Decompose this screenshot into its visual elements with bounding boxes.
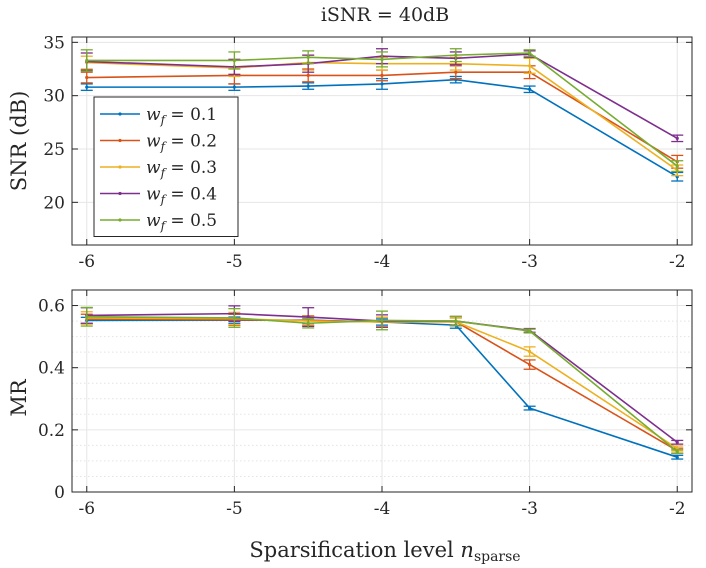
- snr-series-5: [80, 48, 684, 173]
- snr-data-point: [306, 84, 310, 88]
- mr-data-point: [306, 315, 310, 319]
- snr-x-tick-label: -4: [374, 252, 391, 272]
- snr-data-point: [528, 87, 532, 91]
- legend-swatch-marker: [118, 138, 122, 143]
- snr-data-point: [380, 57, 384, 62]
- snr-data-point: [528, 51, 532, 55]
- snr-x-tick-label: -6: [78, 252, 95, 272]
- legend-equals: =: [165, 105, 190, 125]
- legend-label: wf = 0.5: [146, 211, 217, 233]
- legend-label: wf = 0.1: [146, 105, 217, 127]
- legend-subscript: f: [160, 219, 168, 233]
- mr-x-tick-label: -3: [521, 499, 538, 519]
- snr-x-tick-label: -5: [226, 252, 243, 272]
- mr-data-point: [528, 329, 532, 333]
- mr-data-point: [528, 362, 532, 367]
- legend-value: 0.4: [190, 185, 217, 205]
- legend-item-5: wf = 0.5: [100, 211, 217, 233]
- chart-title: iSNR = 40dB: [321, 4, 449, 26]
- mr-x-tick-label: -6: [78, 499, 95, 519]
- legend-value: 0.1: [190, 105, 217, 125]
- legend-equals: =: [165, 211, 190, 231]
- y-axis-label-mr: MR: [7, 378, 31, 417]
- snr-y-tick-label: 35: [43, 33, 65, 53]
- snr-data-point: [306, 73, 310, 77]
- legend-subscript: f: [160, 166, 168, 180]
- mr-data-point: [528, 349, 532, 354]
- snr-data-point: [675, 136, 679, 140]
- bottom-mr-panel: 0 0.2 0.4 0.6 -6 -5 -4 -3 -2: [38, 289, 693, 519]
- snr-data-point: [454, 70, 458, 74]
- snr-data-point: [454, 53, 458, 57]
- legend-item-1: wf = 0.1: [100, 105, 217, 127]
- legend-label: wf = 0.4: [146, 185, 217, 207]
- mr-y-tick-label: 0.4: [38, 359, 65, 379]
- legend-equals: =: [165, 185, 190, 205]
- legend: wf = 0.1wf = 0.2wf = 0.3wf = 0.4wf = 0.5: [93, 96, 239, 237]
- snr-x-tick-label: -2: [669, 252, 686, 272]
- legend-swatch-marker: [118, 191, 122, 196]
- mr-data-point: [454, 319, 458, 323]
- x-axis-label: Sparsification level nsparse: [249, 538, 520, 565]
- mr-data-point: [306, 321, 310, 325]
- mr-y-tick-label: 0.6: [38, 297, 65, 317]
- legend-var: w: [146, 132, 161, 152]
- legend-label: wf = 0.3: [146, 158, 217, 180]
- legend-value: 0.5: [190, 211, 217, 231]
- legend-var: w: [146, 105, 161, 125]
- legend-subscript: f: [160, 113, 168, 127]
- x-axis-label-symbol: n: [460, 538, 474, 562]
- mr-data-point: [232, 316, 236, 320]
- legend-equals: =: [165, 158, 190, 178]
- legend-value: 0.3: [190, 158, 217, 178]
- mr-x-tick-label: -4: [374, 499, 391, 519]
- snr-y-tick-label: 25: [43, 140, 65, 160]
- mr-series-5: [80, 306, 684, 455]
- legend-item-3: wf = 0.3: [100, 158, 217, 180]
- snr-y-tick-label: 30: [43, 87, 65, 107]
- snr-data-point: [85, 85, 89, 89]
- legend-item-4: wf = 0.4: [100, 185, 217, 207]
- legend-var: w: [146, 185, 161, 205]
- snr-series-1: [80, 75, 684, 182]
- y-axis-label-snr: SNR (dB): [7, 91, 31, 192]
- mr-data-point: [528, 406, 532, 410]
- snr-data-point: [232, 85, 236, 89]
- snr-data-point: [675, 164, 679, 168]
- snr-data-point: [85, 58, 89, 63]
- mr-y-tick-label: 0.2: [38, 421, 65, 441]
- x-axis-label-text: Sparsification level: [249, 538, 454, 562]
- mr-x-tick-label: -2: [669, 499, 686, 519]
- snr-data-point: [85, 75, 89, 80]
- legend-subscript: f: [160, 140, 168, 154]
- legend-swatch-marker: [118, 218, 122, 222]
- snr-data-point: [232, 58, 236, 63]
- snr-data-point: [306, 55, 310, 59]
- legend-swatch-marker: [118, 112, 122, 116]
- legend-value: 0.2: [190, 132, 217, 152]
- snr-data-point: [380, 73, 384, 77]
- legend-swatch-marker: [118, 165, 122, 169]
- mr-data-point: [380, 318, 384, 323]
- mr-data-point: [85, 315, 89, 319]
- legend-label: wf = 0.2: [146, 132, 217, 154]
- mr-data-point: [675, 440, 679, 444]
- snr-data-point: [380, 82, 384, 86]
- snr-data-point: [528, 64, 532, 68]
- x-axis-label-subscript: sparse: [474, 549, 521, 565]
- mr-data-point: [675, 450, 679, 454]
- snr-y-tick-label: 20: [43, 193, 65, 213]
- legend-item-2: wf = 0.2: [100, 132, 217, 154]
- mr-x-tick-label: -5: [226, 499, 243, 519]
- snr-x-tick-label: -3: [521, 252, 538, 272]
- mr-y-tick-label: 0: [54, 483, 65, 503]
- legend-var: w: [146, 211, 161, 231]
- legend-var: w: [146, 158, 161, 178]
- mr-data-point: [675, 455, 679, 459]
- legend-subscript: f: [160, 193, 168, 207]
- legend-equals: =: [165, 132, 190, 152]
